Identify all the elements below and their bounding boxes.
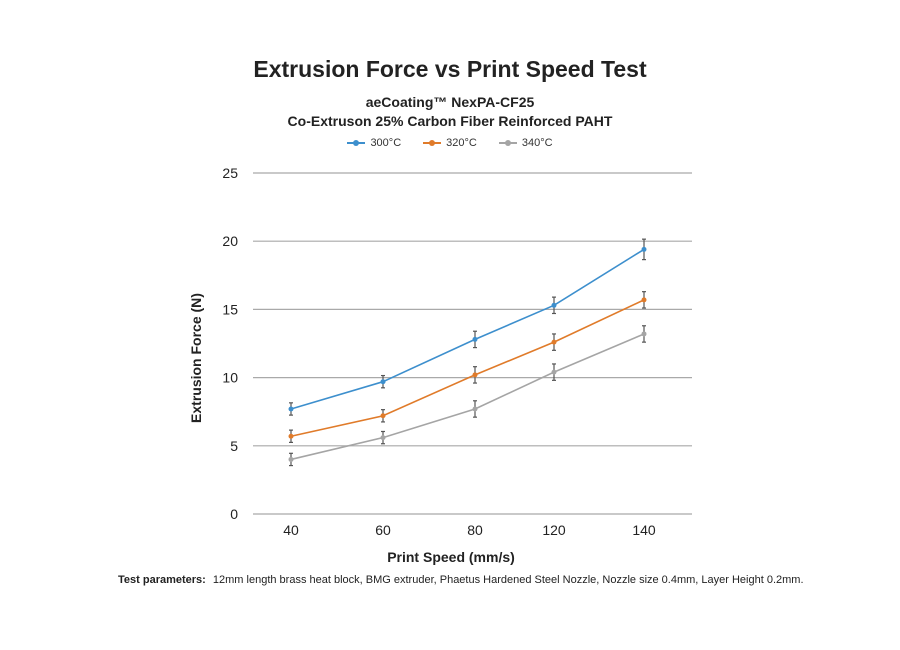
data-point (380, 379, 386, 385)
legend-label-300: 300°C (370, 137, 402, 149)
data-point (288, 406, 294, 412)
data-point (472, 372, 478, 378)
series-line (290, 248, 645, 410)
chart-title: Extrusion Force vs Print Speed Test (253, 56, 647, 82)
y-axis-ticks: 0 5 10 15 20 25 (222, 165, 238, 522)
legend-item-300: 300°C (347, 137, 401, 149)
y-tick-label: 10 (222, 370, 238, 386)
data-point (472, 336, 478, 342)
data-point (551, 369, 557, 375)
legend-label-340: 340°C (521, 137, 553, 149)
data-point (288, 456, 294, 462)
data-point (551, 339, 557, 345)
legend-item-320: 320°C (423, 137, 477, 149)
x-tick-label: 80 (467, 522, 483, 538)
data-point (641, 246, 647, 252)
series-340C (288, 325, 647, 467)
y-tick-label: 20 (222, 233, 238, 249)
data-point (472, 406, 478, 412)
series-300C (288, 238, 647, 416)
series-line (290, 333, 645, 461)
legend-swatch-300 (347, 140, 366, 146)
data-point (641, 297, 647, 303)
series-320C (288, 291, 647, 443)
data-point (551, 302, 557, 308)
data-point (380, 413, 386, 419)
chart-subtitle-product: aeCoating™ NexPA-CF25 (365, 94, 535, 110)
data-point (288, 433, 294, 439)
series-line (290, 299, 645, 438)
y-tick-label: 5 (230, 438, 238, 454)
x-axis-ticks: 40 60 80 120 140 (283, 522, 656, 538)
y-tick-label: 0 (230, 506, 238, 522)
legend-label-320: 320°C (446, 137, 477, 149)
x-tick-label: 140 (632, 522, 656, 538)
legend-item-340: 340°C (498, 137, 553, 149)
series-group (288, 238, 647, 467)
x-tick-label: 40 (283, 522, 299, 538)
legend-swatch-340 (498, 140, 517, 146)
chart-legend: 300°C 320°C 340°C (0, 137, 900, 149)
chart-subtitle-description: Co-Extruson 25% Carbon Fiber Reinforced … (287, 113, 613, 129)
gridlines (253, 172, 692, 515)
footnote-text: 12mm length brass heat block, BMG extrud… (212, 574, 804, 586)
y-tick-label: 15 (222, 301, 238, 317)
data-point (641, 331, 647, 337)
x-tick-label: 120 (542, 522, 566, 538)
x-axis-label: Print Speed (mm/s) (387, 549, 515, 565)
data-point (380, 435, 386, 441)
footnote-label: Test parameters: (118, 574, 206, 586)
footnote: Test parameters: 12mm length brass heat … (118, 574, 804, 586)
x-tick-label: 60 (375, 522, 391, 538)
y-tick-label: 25 (222, 165, 238, 181)
legend-swatch-320 (423, 140, 442, 146)
y-axis-label: Extrusion Force (N) (188, 293, 204, 423)
